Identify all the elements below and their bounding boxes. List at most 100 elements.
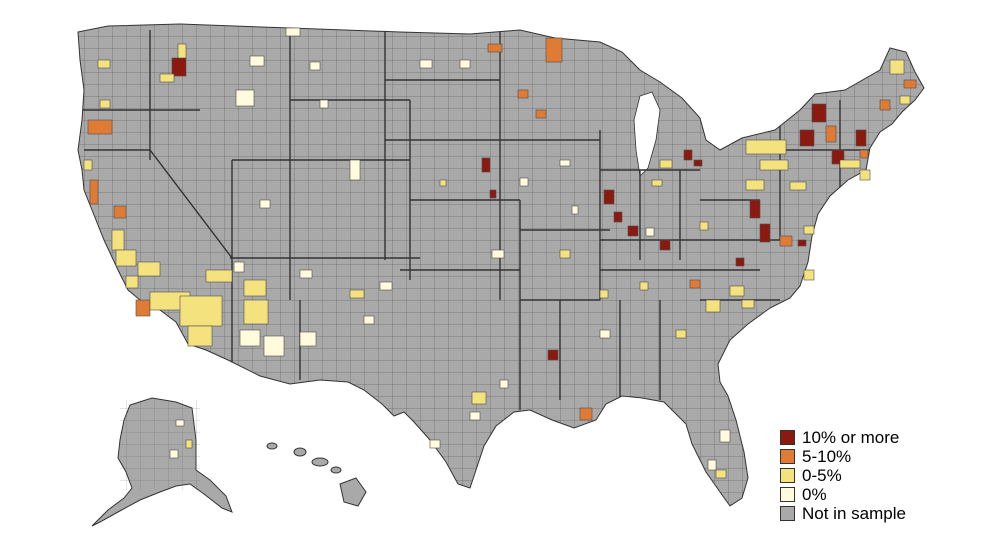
county-low-59 bbox=[803, 269, 815, 281]
county-high-32 bbox=[627, 225, 639, 237]
county-zero-21 bbox=[263, 335, 285, 357]
county-mid-47 bbox=[879, 99, 891, 111]
county-mid-4 bbox=[87, 119, 113, 135]
county-zero-91 bbox=[349, 159, 361, 181]
county-zero-95 bbox=[309, 61, 321, 71]
county-low-61 bbox=[705, 299, 721, 313]
county-low-50 bbox=[899, 95, 911, 105]
legend-item-mid: 5-10% bbox=[780, 447, 990, 466]
county-zero-97 bbox=[249, 55, 265, 67]
county-high-0 bbox=[171, 57, 187, 77]
county-low-16 bbox=[187, 325, 213, 347]
county-zero-76 bbox=[719, 429, 731, 443]
county-high-51 bbox=[749, 199, 761, 219]
county-high-33 bbox=[683, 149, 693, 161]
county-low-67 bbox=[559, 249, 571, 259]
hawaii-island-2 bbox=[293, 447, 307, 457]
legend-label-zero: 0% bbox=[802, 485, 827, 504]
county-low-9 bbox=[111, 229, 125, 251]
legend-item-not-in-sample: Not in sample bbox=[780, 504, 990, 523]
county-mid-41 bbox=[825, 125, 837, 143]
legend-label-mid: 5-10% bbox=[802, 447, 852, 466]
county-high-68 bbox=[547, 349, 559, 361]
legend-swatch-zero bbox=[780, 487, 795, 502]
county-low-57 bbox=[745, 179, 765, 191]
county-high-72 bbox=[659, 239, 671, 251]
county-zero-89 bbox=[299, 269, 313, 279]
county-low-78 bbox=[715, 469, 727, 479]
county-low-66 bbox=[599, 289, 609, 299]
county-mid-63 bbox=[689, 279, 701, 289]
county-high-28 bbox=[481, 157, 491, 173]
county-low-100 bbox=[185, 439, 193, 449]
county-low-5 bbox=[99, 99, 111, 109]
county-zero-98 bbox=[319, 99, 329, 109]
legend: 10% or more 5-10% 0-5% 0% Not in sample bbox=[780, 428, 990, 523]
county-low-17 bbox=[205, 269, 233, 283]
alaska bbox=[91, 397, 233, 527]
county-low-36 bbox=[651, 179, 663, 187]
legend-item-high: 10% or more bbox=[780, 428, 990, 447]
county-low-37 bbox=[745, 139, 787, 155]
county-zero-82 bbox=[519, 177, 529, 187]
hawaii-island-3 bbox=[311, 457, 329, 467]
county-mid-26 bbox=[517, 89, 529, 99]
county-mid-49 bbox=[903, 79, 917, 89]
county-mid-13 bbox=[135, 299, 151, 317]
county-low-12 bbox=[125, 275, 139, 289]
county-zero-99 bbox=[169, 449, 179, 459]
county-zero-90 bbox=[259, 199, 271, 209]
county-zero-79 bbox=[469, 411, 481, 421]
county-low-62 bbox=[741, 299, 755, 309]
county-high-29 bbox=[489, 189, 497, 199]
county-high-54 bbox=[735, 257, 745, 267]
county-low-19 bbox=[243, 299, 269, 325]
county-zero-88 bbox=[363, 315, 375, 325]
county-low-38 bbox=[759, 159, 789, 171]
county-mid-6 bbox=[89, 179, 99, 205]
county-zero-94 bbox=[285, 27, 301, 37]
county-high-43 bbox=[855, 129, 867, 147]
county-low-56 bbox=[803, 225, 815, 235]
county-mid-44 bbox=[859, 149, 869, 159]
county-high-55 bbox=[797, 239, 807, 247]
county-low-65 bbox=[639, 281, 649, 291]
county-zero-75 bbox=[599, 329, 611, 339]
county-low-85 bbox=[439, 179, 447, 187]
county-low-7 bbox=[83, 159, 93, 171]
county-mid-25 bbox=[545, 37, 563, 63]
legend-swatch-low bbox=[780, 468, 795, 483]
county-low-2 bbox=[159, 73, 175, 83]
county-zero-83 bbox=[559, 159, 571, 167]
county-zero-22 bbox=[299, 331, 317, 347]
hawaii-island-1 bbox=[266, 442, 278, 450]
county-zero-77 bbox=[707, 459, 717, 471]
lake-michigan bbox=[633, 91, 661, 177]
county-low-58 bbox=[789, 181, 807, 191]
legend-swatch-not-in-sample bbox=[780, 506, 795, 521]
county-low-87 bbox=[349, 289, 365, 299]
county-low-18 bbox=[243, 279, 267, 297]
legend-label-low: 0-5% bbox=[802, 466, 842, 485]
hawaii-island-4 bbox=[330, 466, 342, 474]
county-mid-69 bbox=[579, 407, 593, 421]
county-zero-73 bbox=[645, 227, 655, 237]
county-mid-8 bbox=[113, 205, 127, 219]
county-low-15 bbox=[179, 295, 223, 327]
county-high-34 bbox=[693, 159, 703, 167]
legend-label-not-in-sample: Not in sample bbox=[802, 504, 906, 523]
colored-counties bbox=[83, 27, 917, 479]
legend-swatch-mid bbox=[780, 449, 795, 464]
county-low-35 bbox=[659, 159, 673, 169]
legend-item-low: 0-5% bbox=[780, 466, 990, 485]
county-low-1 bbox=[177, 43, 187, 59]
county-high-30 bbox=[603, 189, 615, 205]
county-low-70 bbox=[471, 391, 487, 405]
county-low-46 bbox=[859, 169, 871, 181]
county-high-39 bbox=[799, 129, 815, 147]
county-mid-27 bbox=[535, 109, 547, 119]
hawaii bbox=[266, 442, 367, 507]
county-zero-84 bbox=[571, 205, 579, 215]
county-high-40 bbox=[811, 103, 827, 123]
